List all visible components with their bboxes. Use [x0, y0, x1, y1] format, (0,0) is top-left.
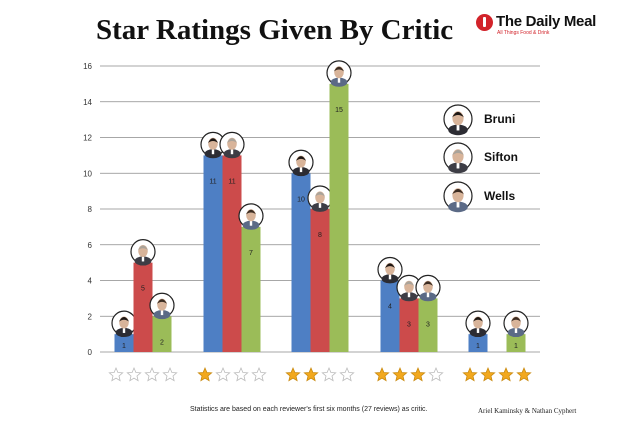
legend-label-wells: Wells — [484, 189, 515, 203]
bar-wells — [418, 298, 438, 352]
critic-photo-sifton — [396, 274, 422, 302]
bar-value-label: 3 — [407, 321, 411, 328]
bar-value-label: 7 — [249, 250, 253, 257]
bar-value-label: 2 — [160, 339, 164, 346]
credits: Ariel Kaminsky & Nathan Cyphert — [478, 407, 577, 415]
y-tick-label: 10 — [83, 169, 92, 178]
bar-value-label: 5 — [141, 286, 145, 293]
y-tick-label: 6 — [88, 241, 93, 250]
critic-photo-bruni — [111, 310, 137, 338]
bar-bruni — [468, 334, 488, 352]
critic-photo-wells — [415, 274, 441, 302]
y-tick-label: 12 — [83, 134, 92, 143]
bar-sifton — [310, 209, 330, 352]
star-filled-icon — [462, 366, 478, 382]
bar-value-label: 4 — [388, 304, 392, 311]
bar-value-label: 10 — [297, 196, 305, 203]
bar-value-label: 1 — [514, 343, 518, 350]
y-tick-label: 2 — [88, 312, 93, 321]
bar-wells — [241, 226, 261, 352]
bar-sifton — [133, 262, 153, 352]
star-empty-icon — [428, 366, 444, 382]
bar-bruni — [203, 155, 223, 352]
brand-tagline: All Things Food & Drink — [497, 30, 550, 36]
bar-sifton — [222, 155, 242, 352]
critic-photo-wells — [326, 60, 352, 87]
legend-label-bruni: Bruni — [484, 112, 515, 126]
star-filled-icon — [197, 366, 213, 382]
critic-photo-wells — [149, 292, 175, 320]
legend-photo-wells — [443, 181, 473, 213]
star-empty-icon — [108, 366, 124, 382]
star-filled-icon — [410, 366, 426, 382]
brand-logo-block: The Daily Meal All Things Food & Drink — [476, 13, 616, 43]
bar-bruni — [380, 280, 400, 352]
legend-label-sifton: Sifton — [484, 150, 518, 164]
bar-value-label: 1 — [476, 343, 480, 350]
bar-value-label: 11 — [209, 178, 216, 185]
critic-photo-bruni — [465, 310, 491, 338]
critic-photo-wells — [238, 203, 264, 230]
legend-photo-bruni — [443, 104, 473, 136]
critic-photo-wells — [503, 310, 529, 338]
bar-bruni — [114, 334, 134, 352]
y-tick-label: 4 — [88, 277, 93, 286]
critic-photo-sifton — [219, 131, 245, 159]
critic-photo-bruni — [200, 131, 226, 159]
brand-name: The Daily Meal — [496, 13, 597, 30]
star-empty-icon — [144, 366, 160, 382]
critic-photo-bruni — [377, 256, 403, 284]
bar-wells — [152, 316, 172, 352]
y-tick-label: 8 — [88, 205, 93, 214]
star-filled-icon — [480, 366, 496, 382]
star-empty-icon — [126, 366, 142, 382]
star-filled-icon — [374, 366, 390, 382]
star-filled-icon — [285, 366, 301, 382]
star-filled-icon — [498, 366, 514, 382]
bar-value-label: 3 — [426, 321, 430, 328]
bar-value-label: 8 — [318, 232, 322, 239]
bar-value-label: 15 — [335, 107, 343, 114]
star-empty-icon — [233, 366, 249, 382]
star-empty-icon — [339, 366, 355, 382]
y-tick-label: 0 — [88, 348, 93, 357]
star-empty-icon — [162, 366, 178, 382]
bar-wells — [506, 334, 526, 352]
bar-value-label: 1 — [122, 343, 126, 350]
y-tick-label: 16 — [83, 62, 92, 71]
chart-title: Star Ratings Given By Critic — [96, 14, 454, 46]
y-tick-label: 14 — [83, 98, 92, 107]
critic-photo-sifton — [130, 239, 156, 266]
bar-wells — [329, 83, 349, 352]
footnote: Statistics are based on each reviewer's … — [190, 406, 428, 413]
star-filled-icon — [303, 366, 319, 382]
bar-bruni — [291, 173, 311, 352]
legend-photo-sifton — [443, 142, 473, 174]
star-empty-icon — [215, 366, 231, 382]
critic-photo-sifton — [307, 185, 333, 212]
star-empty-icon — [321, 366, 337, 382]
star-filled-icon — [392, 366, 408, 382]
star-filled-icon — [516, 366, 532, 382]
bar-sifton — [399, 298, 419, 352]
daily-meal-logo-icon — [476, 14, 493, 31]
bar-value-label: 11 — [228, 178, 235, 185]
star-empty-icon — [251, 366, 267, 382]
critic-photo-bruni — [288, 149, 314, 177]
